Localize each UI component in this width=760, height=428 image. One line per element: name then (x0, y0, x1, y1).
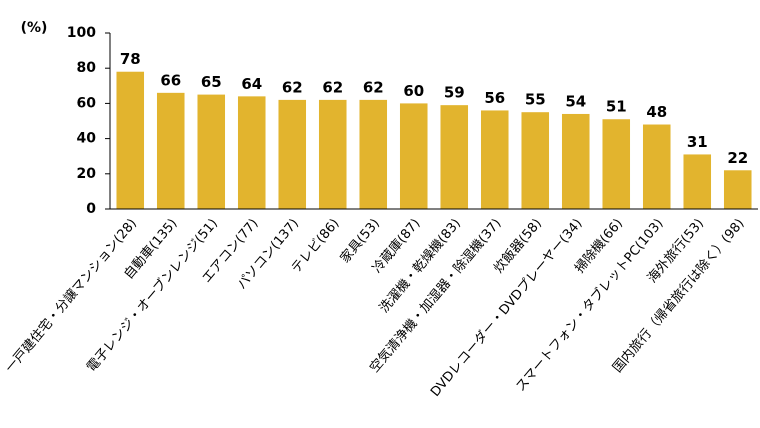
y-tick-label: 40 (77, 131, 97, 147)
value-label: 59 (444, 84, 465, 102)
value-label: 65 (201, 73, 222, 91)
bar (399, 103, 428, 209)
value-label: 48 (646, 103, 667, 121)
x-tick-label: 一戸建住宅・分譲マンション(28) (2, 216, 140, 376)
bar (318, 99, 347, 209)
value-label: 62 (282, 78, 303, 96)
bar (521, 112, 550, 209)
y-tick-label: 0 (86, 201, 96, 217)
value-label: 62 (363, 78, 384, 96)
bar (602, 119, 631, 209)
value-label: 64 (241, 75, 262, 93)
bar (561, 113, 590, 209)
value-label: 51 (606, 98, 627, 116)
value-label: 60 (403, 82, 424, 100)
x-tick-label: スマートフォン・タブレットPC(103) (513, 216, 667, 395)
y-axis-label: (%) (21, 20, 48, 36)
y-tick-label: 80 (77, 60, 97, 76)
y-tick-label: 20 (77, 166, 97, 182)
y-tick-label: 60 (77, 95, 97, 111)
bar (278, 99, 307, 209)
bar (723, 170, 752, 209)
x-tick-label: DVDレコーダー・DVDプレーヤー(34) (428, 216, 585, 400)
y-tick-label: 100 (67, 25, 96, 41)
value-label: 22 (727, 149, 748, 167)
value-label: 62 (322, 78, 343, 96)
bar (480, 110, 509, 209)
bar (440, 105, 469, 209)
bar (197, 94, 226, 209)
value-label: 78 (120, 50, 141, 68)
value-label: 31 (687, 133, 708, 151)
value-label: 55 (525, 91, 546, 109)
bar (156, 92, 185, 209)
bar (359, 99, 388, 209)
bar (116, 71, 145, 209)
bar (642, 124, 671, 209)
value-label: 56 (484, 89, 505, 107)
bar (683, 154, 712, 209)
value-label: 66 (160, 71, 181, 89)
value-label: 54 (565, 92, 586, 110)
bar (237, 96, 266, 209)
